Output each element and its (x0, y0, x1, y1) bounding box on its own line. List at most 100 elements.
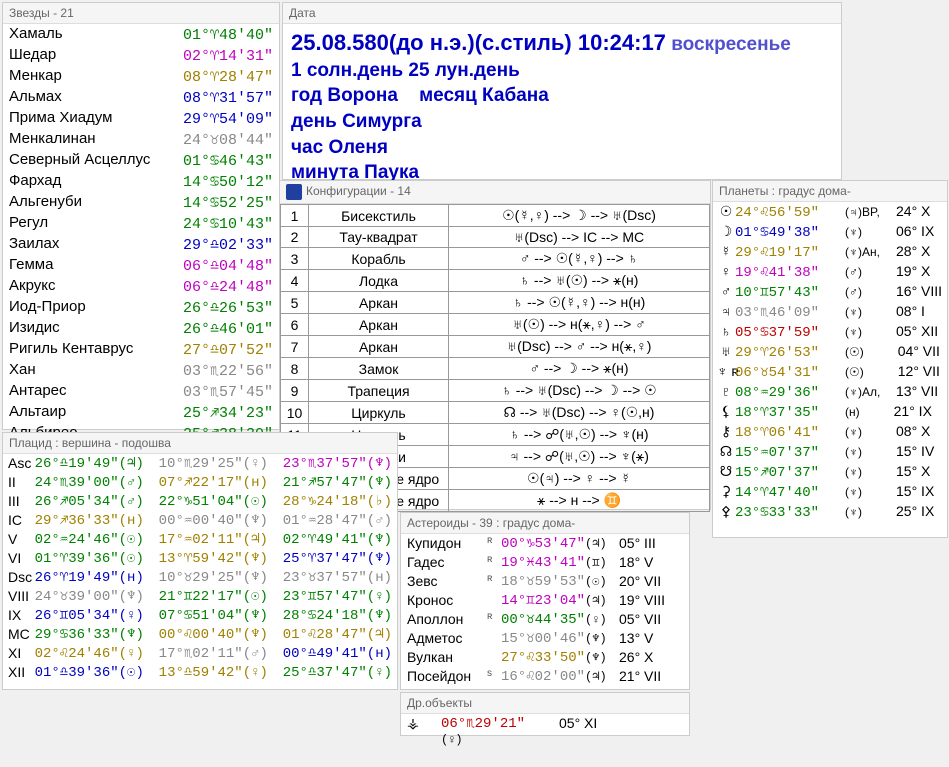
config-row[interactable]: 4Лодка♄ --> ♅(☉) --> ⚹(н) (281, 270, 710, 292)
placid-row[interactable]: III26°♐05'34"(♂)22°♑51'04"(☉)28°♑24'18"(… (3, 492, 397, 511)
star-row[interactable]: Прима Хиадум29°♈54'09" (3, 108, 279, 129)
star-degree: 02°♈14'31" (183, 46, 273, 65)
asteroid-row[interactable]: Посейдонs16°♌02'00"(♃)21° VII (401, 667, 689, 686)
planet-extra: Ан, (862, 245, 896, 259)
planet-degree: 19°♌41'38" (735, 264, 845, 281)
placid-row[interactable]: IX26°♊05'34"(♀)07°♋51'04"(♆)28°♋24'18"(♆… (3, 606, 397, 625)
star-degree: 14°♋52'25" (183, 193, 273, 212)
star-row[interactable]: Изидис26°♎46'01" (3, 318, 279, 339)
planet-row[interactable]: ⚳14°♈47'40"(♆) 15° IX (713, 482, 947, 502)
placid-row[interactable]: IC29°♐36'33"(н)00°♒00'40"(♆)01°♒28'47"(♂… (3, 511, 397, 530)
asteroid-row[interactable]: Купидонʀ00°♑53'47"(♃)05° III (401, 534, 689, 553)
config-row[interactable]: 8Замок♂ --> ☽ --> ⚹(н) (281, 358, 710, 380)
planet-row[interactable]: ☉24°♌56'59"(♃) BP,24° X (713, 202, 947, 222)
config-row[interactable]: 2Тау-квадрат♅(Dsc) --> IC --> MC (281, 227, 710, 248)
config-formula: ♄ --> ☉(☿,♀) --> н(н) (449, 292, 710, 314)
planet-house: 19° X (896, 263, 930, 279)
planet-symbol: ♆ ʀ (717, 363, 735, 379)
config-formula: ♄ --> ☍(♅,☉) --> ♆(н) (449, 424, 710, 446)
placid-c2: 10°♏29'25"(♀) (159, 455, 283, 472)
placid-c1: 01°♈39'36"(☉) (35, 550, 159, 567)
config-name: Замок (309, 358, 449, 380)
planet-row[interactable]: ♄05°♋37'59"(♆) 05° XII (713, 322, 947, 342)
star-name: Альтаир (9, 403, 66, 422)
star-row[interactable]: Альгенуби14°♋52'25" (3, 192, 279, 213)
planet-degree: 01°♋49'38" (735, 224, 845, 241)
asteroids-title: Астероиды - 39 : градус дома- (401, 513, 689, 534)
star-row[interactable]: Ригиль Кентаврус27°♎07'52" (3, 339, 279, 360)
star-row[interactable]: Менкар08°♈28'47" (3, 66, 279, 87)
placid-row[interactable]: II24°♏39'00"(♂)07°♐22'17"(н)21°♐57'47"(♆… (3, 473, 397, 492)
asteroid-name: Посейдон (407, 668, 487, 685)
config-row[interactable]: 5Аркан♄ --> ☉(☿,♀) --> н(н) (281, 292, 710, 314)
planet-row[interactable]: ♃03°♏46'09"(♆) 08° I (713, 302, 947, 322)
placid-label: Asc (8, 455, 35, 472)
placid-row[interactable]: VIII24°♉39'00"(♆)21°♊22'17"(☉)23°♊57'47"… (3, 587, 397, 606)
placid-row[interactable]: Asc26°♎19'49"(♃)10°♏29'25"(♀)23°♏37'57"(… (3, 454, 397, 473)
star-row[interactable]: Альмах08°♈31'57" (3, 87, 279, 108)
placid-row[interactable]: XI02°♌24'46"(♀)17°♏02'11"(♂)00°♎49'41"(н… (3, 644, 397, 663)
star-row[interactable]: Менкалинан24°♉08'44" (3, 129, 279, 150)
star-row[interactable]: Иод-Приор26°♎26'53" (3, 297, 279, 318)
planet-row[interactable]: ♂10°♊57'43"(♂) 16° VIII (713, 282, 947, 302)
config-row[interactable]: 9Трапеция♄ --> ♅(Dsc) --> ☽ --> ☉ (281, 380, 710, 402)
placid-row[interactable]: Dsc26°♈19'49"(н)10°♉29'25"(♆)23°♉37'57"(… (3, 568, 397, 587)
star-row[interactable]: Регул24°♋10'43" (3, 213, 279, 234)
asteroid-row[interactable]: Гадесʀ19°♓43'41"(♊)18° V (401, 553, 689, 572)
asteroid-row[interactable]: Аполлонʀ00°♉44'35"(♀)05° VII (401, 610, 689, 629)
asteroid-row[interactable]: Кронос14°♊23'04"(♃)19° VIII (401, 591, 689, 610)
asteroid-row[interactable]: Адметос15°♉00'46"(♆)13° V (401, 629, 689, 648)
config-formula: ☊ --> ♅(Dsc) --> ♀(☉,н) (449, 402, 710, 424)
star-row[interactable]: Альтаир25°♐34'23" (3, 402, 279, 423)
config-row[interactable]: 10Циркуль☊ --> ♅(Dsc) --> ♀(☉,н) (281, 402, 710, 424)
placid-label: V (8, 531, 35, 548)
other-sym: ⚶ (407, 715, 427, 748)
star-row[interactable]: Шедар02°♈14'31" (3, 45, 279, 66)
planet-row[interactable]: ⚸18°♈37'35"(н) 21° IX (713, 402, 947, 422)
star-row[interactable]: Заилах29°♎02'33" (3, 234, 279, 255)
planet-degree: 18°♈37'35" (735, 404, 845, 421)
placid-row[interactable]: XII01°♎39'36"(☉)13°♎59'42"(♀)25°♎37'47"(… (3, 663, 397, 682)
placid-row[interactable]: V02°♒24'46"(☉)17°♒02'11"(♃)02°♈49'41"(♆) (3, 530, 397, 549)
config-row[interactable]: 1Бисекстиль☉(☿,♀) --> ☽ --> ♅(Dsc) (281, 205, 710, 227)
placid-c3: 21°♐57'47"(♆) (283, 474, 392, 491)
star-row[interactable]: Хамаль01°♈48'40" (3, 24, 279, 45)
star-row[interactable]: Антарес03°♏57'45" (3, 381, 279, 402)
asteroid-house: 18° V (619, 554, 653, 571)
config-row[interactable]: 7Аркан♅(Dsc) --> ♂ --> н(⚹,♀) (281, 336, 710, 358)
asteroid-retro (487, 649, 501, 666)
planet-degree: 06°♉54'31" (735, 364, 845, 381)
config-num: 7 (281, 336, 309, 358)
config-row[interactable]: 3Корабль♂ --> ☉(☿,♀) --> ♄ (281, 248, 710, 270)
planet-row[interactable]: ☽01°♋49'38"(♆) 06° IX (713, 222, 947, 242)
planet-symbol: ☿ (717, 243, 735, 259)
planet-row[interactable]: ☋15°♐07'37"(♆) 15° X (713, 462, 947, 482)
planet-row[interactable]: ♀19°♌41'38"(♂) 19° X (713, 262, 947, 282)
config-row[interactable]: 6Аркан♅(☉) --> н(⚹,♀) --> ♂ (281, 314, 710, 336)
star-row[interactable]: Гемма06°♎04'48" (3, 255, 279, 276)
star-row[interactable]: Фархад14°♋50'12" (3, 171, 279, 192)
star-row[interactable]: Хан03°♏22'56" (3, 360, 279, 381)
planet-row[interactable]: ♇08°♒29'36"(♆) Ал,13° VII (713, 382, 947, 402)
planet-row[interactable]: ⚴23°♋33'33"(♆) 25° IX (713, 502, 947, 522)
planet-symbol: ♃ (717, 303, 735, 319)
star-row[interactable]: Акрукс06°♎24'48" (3, 276, 279, 297)
planet-row[interactable]: ⚷18°♈06'41"(♆) 08° X (713, 422, 947, 442)
asteroid-row[interactable]: Зевсʀ18°♉59'53"(☉)20° VII (401, 572, 689, 591)
config-name: Аркан (309, 292, 449, 314)
placid-c1: 29°♋36'33"(♆) (35, 626, 159, 643)
planet-house: 13° VII (896, 383, 938, 399)
asteroids-panel: Астероиды - 39 : градус дома- Купидонʀ00… (400, 512, 690, 690)
planet-row[interactable]: ♆ ʀ06°♉54'31"(☉) 12° VII (713, 362, 947, 382)
placid-row[interactable]: VI01°♈39'36"(☉)13°♈59'42"(♆)25°♈37'47"(♆… (3, 549, 397, 568)
planet-row[interactable]: ♅29°♈26'53"(☉) 04° VII (713, 342, 947, 362)
star-degree: 08°♈31'57" (183, 88, 273, 107)
planet-row[interactable]: ☿29°♌19'17"(♆) Ан,28° X (713, 242, 947, 262)
placid-label: VIII (8, 588, 35, 605)
planet-ext: (♆) (845, 245, 862, 259)
star-row[interactable]: Северный Асцеллус01°♋46'43" (3, 150, 279, 171)
planet-row[interactable]: ☊15°♒07'37"(♆) 15° IV (713, 442, 947, 462)
asteroid-row[interactable]: Вулкан27°♌33'50"(♆)26° X (401, 648, 689, 667)
placid-row[interactable]: MC29°♋36'33"(♆)00°♌00'40"(♆)01°♌28'47"(♃… (3, 625, 397, 644)
planets-title: Планеты : градус дома- (713, 181, 947, 202)
